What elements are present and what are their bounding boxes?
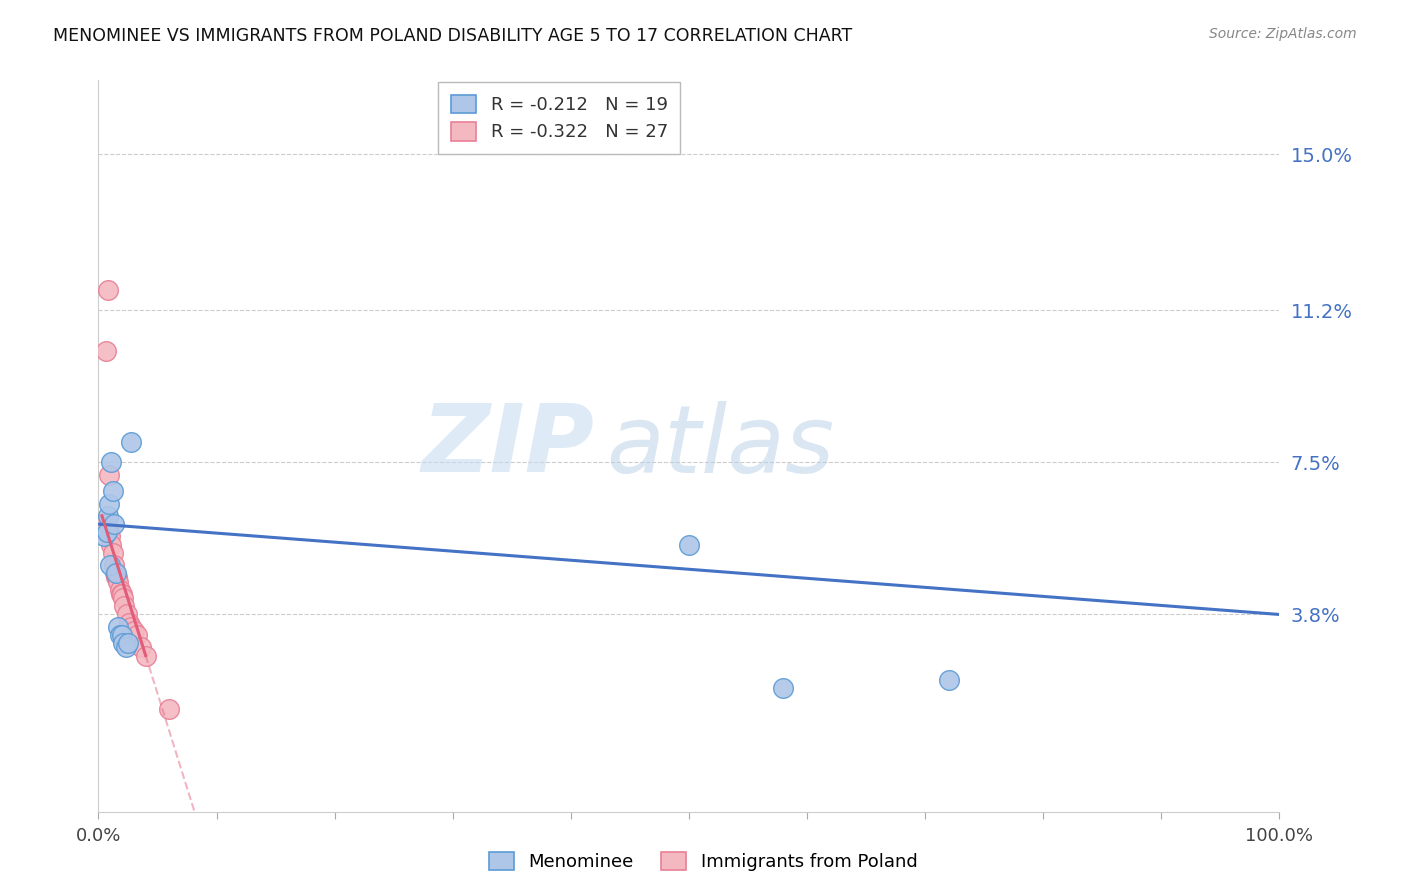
Point [97,508,120,523]
Point [110,587,132,601]
Point [114,640,136,655]
Point [112,636,135,650]
Point [108,628,131,642]
Point [157,702,180,716]
Point [100,538,122,552]
Text: MENOMINEE VS IMMIGRANTS FROM POLAND DISABILITY AGE 5 TO 17 CORRELATION CHART: MENOMINEE VS IMMIGRANTS FROM POLAND DISA… [53,27,852,45]
Point [105,566,128,581]
Point [105,570,128,584]
Legend: Menominee, Immigrants from Poland: Menominee, Immigrants from Poland [481,845,925,879]
Point [111,628,134,642]
Point [105,570,128,584]
Point [98,496,121,510]
Point [91,517,114,532]
Point [115,607,138,622]
Point [103,558,125,573]
Point [100,455,122,469]
Point [129,640,152,655]
Point [98,525,121,540]
Point [938,673,960,688]
Point [678,538,700,552]
Point [112,599,135,614]
Point [121,434,143,449]
Point [118,615,141,630]
Point [94,344,117,359]
Point [96,525,118,540]
Point [98,467,121,482]
Point [98,529,121,543]
Point [127,628,149,642]
Text: Source: ZipAtlas.com: Source: ZipAtlas.com [1209,27,1357,41]
Point [117,636,139,650]
Point [772,681,794,696]
Legend: R = -0.212   N = 19, R = -0.322   N = 27: R = -0.212 N = 19, R = -0.322 N = 27 [439,82,681,154]
Text: ZIP: ZIP [422,400,595,492]
Point [121,620,143,634]
Point [122,624,145,638]
Point [101,546,124,560]
Point [111,587,134,601]
Point [108,582,131,597]
Point [101,484,124,499]
Point [107,574,129,589]
Point [93,529,115,543]
Point [104,566,127,581]
Point [103,517,125,532]
Point [112,591,135,605]
Point [135,648,157,663]
Point [91,517,114,532]
Point [107,620,129,634]
Text: atlas: atlas [606,401,835,491]
Point [98,558,121,573]
Point [97,283,120,297]
